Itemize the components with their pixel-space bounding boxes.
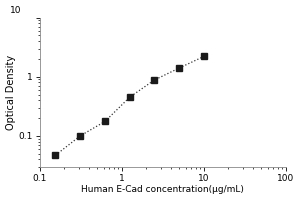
- Text: 10: 10: [10, 6, 22, 15]
- Y-axis label: Optical Density: Optical Density: [6, 55, 16, 130]
- X-axis label: Human E-Cad concentration(μg/mL): Human E-Cad concentration(μg/mL): [81, 185, 244, 194]
